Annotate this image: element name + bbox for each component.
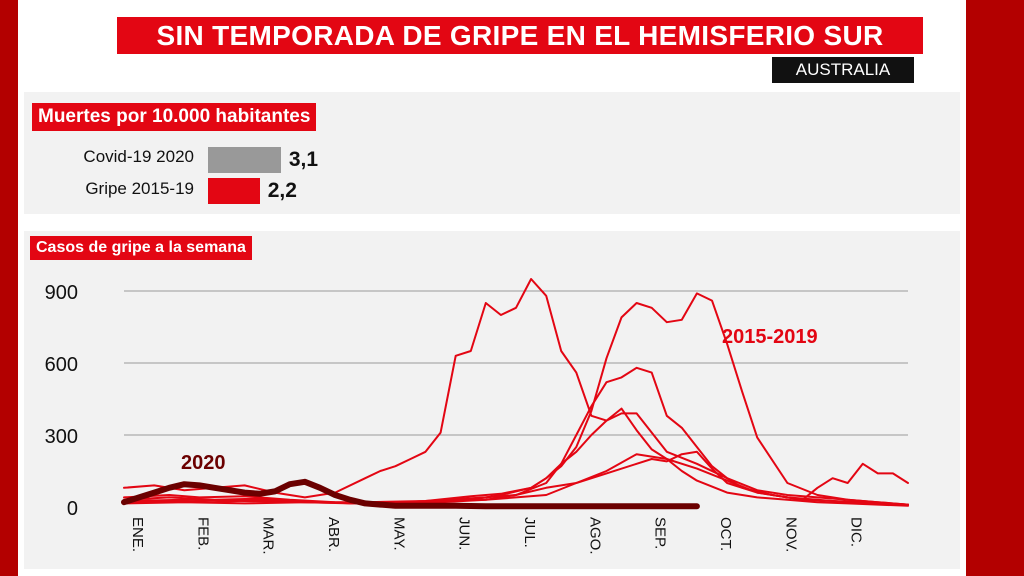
deaths-row-label-flu: Gripe 2015-19 <box>85 179 194 198</box>
deaths-bar-flu <box>208 178 260 204</box>
annotation-2020: 2020 <box>181 452 226 474</box>
x-tick-label-jul: JUL. <box>521 517 538 548</box>
chart-title: SIN TEMPORADA DE GRIPE EN EL HEMISFERIO … <box>117 17 923 54</box>
deaths-value-flu: 2,2 <box>267 179 297 202</box>
x-tick-label-may: MAY. <box>390 517 407 551</box>
x-tick-label-abr: ABR. <box>325 517 342 552</box>
x-tick-label-ago: AGO. <box>586 517 603 555</box>
chart-subtitle: AUSTRALIA <box>772 57 914 83</box>
deaths-panel: Muertes por 10.000 habitantes Covid-19 2… <box>24 92 960 214</box>
cases-line-chart: 0 300 600 900 ENE. FEB. MAR. ABR. MAY. JUN. JUL. AG… <box>45 278 909 555</box>
y-tick-label-600: 600 <box>45 354 78 376</box>
x-tick-label-jun: JUN. <box>456 517 473 550</box>
y-tick-label-300: 300 <box>45 426 78 448</box>
right-frame-band <box>966 0 1024 576</box>
x-tick-label-mar: MAR. <box>260 517 277 555</box>
cases-panel: Casos de gripe a la semana 0 300 600 900 ENE… <box>24 231 960 569</box>
deaths-row-label-covid: Covid-19 2020 <box>83 147 194 166</box>
y-tick-label-0: 0 <box>67 498 78 520</box>
cases-heading: Casos de gripe a la semana <box>30 236 252 260</box>
deaths-bar-covid <box>208 147 281 173</box>
x-tick-label-dic: DIC. <box>848 517 865 547</box>
x-tick-label-feb: FEB. <box>194 517 211 550</box>
y-tick-label-900: 900 <box>45 282 78 304</box>
x-tick-label-ene: ENE. <box>129 517 146 552</box>
left-frame-band <box>0 0 18 576</box>
x-tick-label-nov: NOV. <box>782 517 799 552</box>
x-tick-label-sep: SEP. <box>652 517 669 549</box>
x-tick-label-oct: OCT. <box>717 517 734 551</box>
annotation-2015-2019: 2015-2019 <box>722 326 818 348</box>
series-line-2015-2019-3 <box>123 278 909 506</box>
series-line-2020-6 <box>121 478 700 510</box>
deaths-heading: Muertes por 10.000 habitantes <box>32 103 317 131</box>
deaths-value-covid: 3,1 <box>288 148 319 171</box>
